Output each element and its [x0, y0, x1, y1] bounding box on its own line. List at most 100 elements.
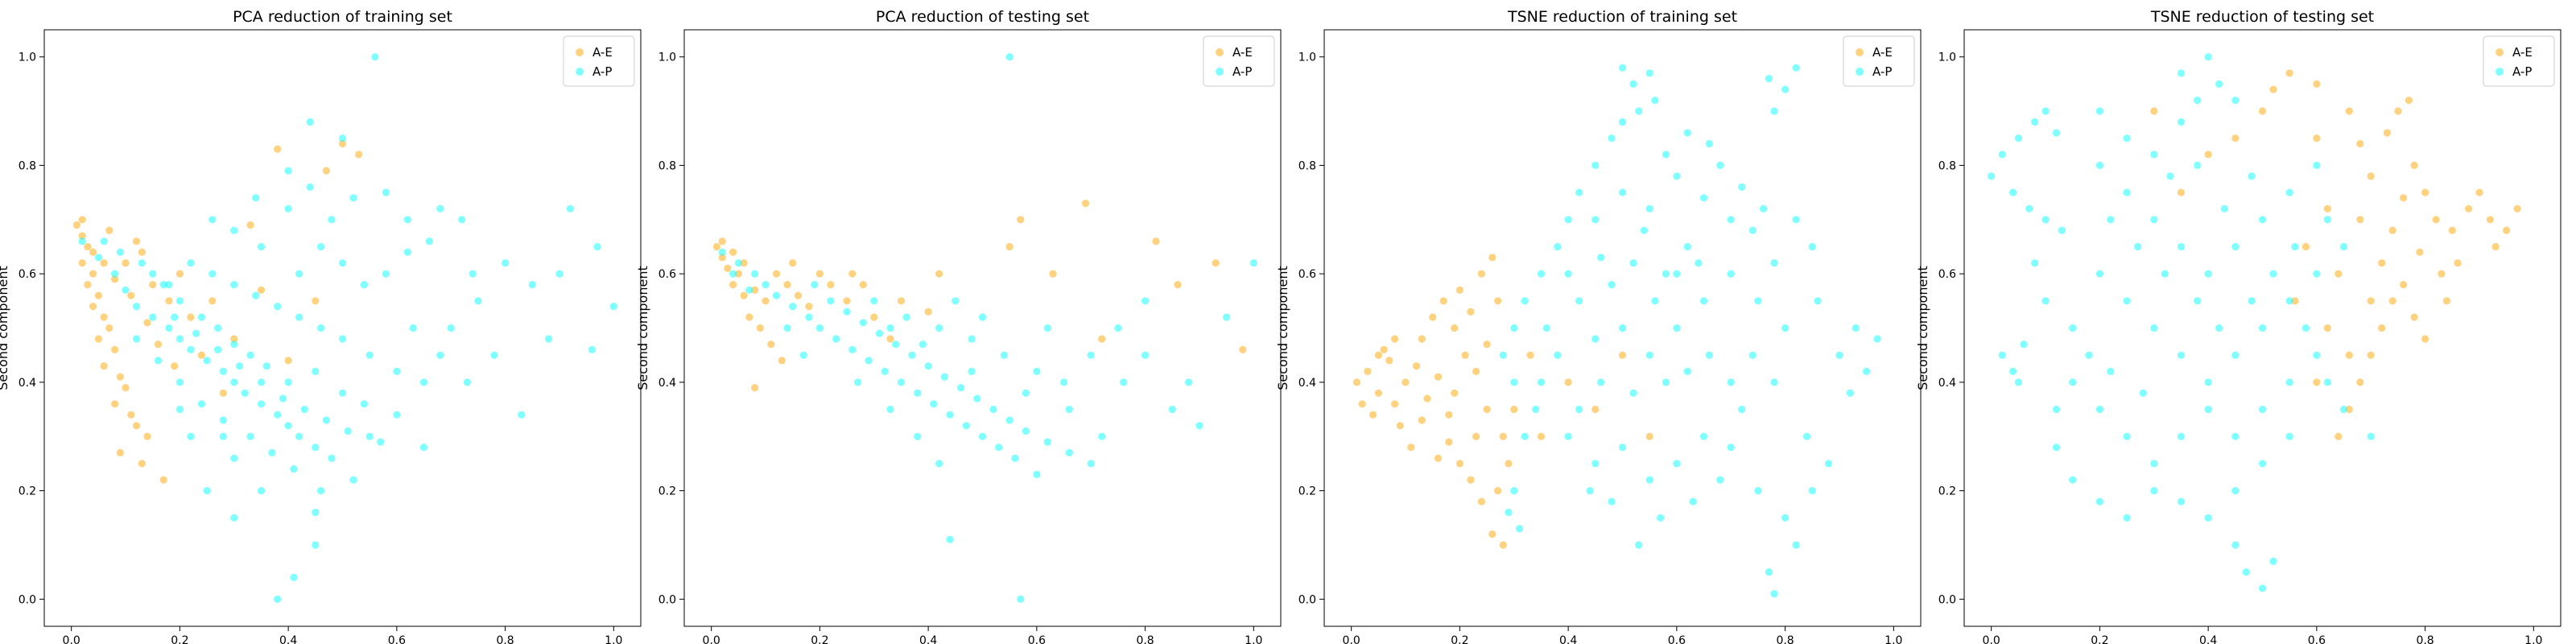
data-point [143, 319, 151, 327]
data-point [1455, 286, 1463, 294]
data-point [2313, 134, 2321, 142]
data-point [338, 139, 347, 148]
data-point [2285, 297, 2293, 305]
x-tick-label: 0.0 [703, 634, 720, 644]
data-point [274, 145, 282, 153]
data-point [1629, 389, 1637, 397]
legend: A-E A-P [563, 35, 635, 87]
data-point [729, 281, 737, 289]
y-tick-label: 0.6 [1938, 268, 1956, 281]
data-point [1591, 405, 1600, 414]
data-point [2095, 270, 2103, 278]
data-point [2421, 335, 2429, 343]
data-point [886, 335, 894, 343]
data-point [2258, 460, 2267, 468]
data-point [1483, 405, 1491, 414]
data-point [740, 291, 748, 299]
data-point [2123, 297, 2131, 305]
data-point [338, 389, 347, 397]
data-point [246, 432, 254, 440]
data-point [2139, 389, 2147, 397]
data-point [1699, 297, 1708, 305]
data-point [734, 270, 743, 278]
data-point [1754, 487, 1762, 495]
data-point [1645, 432, 1653, 440]
data-point [2194, 161, 2202, 169]
y-tick-label: 0.8 [1938, 159, 1956, 172]
data-point [230, 378, 238, 386]
points-layer [72, 53, 617, 603]
data-point [2378, 259, 2386, 267]
data-point [2345, 107, 2353, 115]
data-point [832, 335, 840, 343]
scatter-panel: TSNE reduction of testing set 0.0 0.2 0.4 0.… [1915, 8, 2562, 644]
data-point [914, 432, 922, 440]
points-layer [1352, 64, 1881, 598]
data-point [745, 286, 753, 294]
data-point [111, 345, 119, 353]
data-point [143, 432, 151, 440]
data-point [230, 341, 238, 349]
data-point [1808, 487, 1816, 495]
data-point [2464, 204, 2473, 213]
data-point [848, 345, 857, 353]
scatter-panel: TSNE reduction of training set 0.0 0.2 0.4 0… [1275, 8, 1922, 644]
data-point [2177, 432, 2186, 440]
data-point [274, 595, 282, 603]
data-point [1402, 378, 1410, 386]
data-point [1141, 297, 1150, 305]
data-point [365, 351, 374, 359]
data-point [1808, 242, 1816, 251]
data-point [1515, 525, 1524, 533]
data-point [1033, 367, 1041, 375]
data-point [1635, 107, 1643, 115]
data-point [745, 313, 753, 321]
data-point [2177, 351, 2186, 359]
data-point [1591, 161, 1600, 169]
data-point [2095, 497, 2103, 506]
data-point [116, 248, 124, 256]
data-point [1852, 324, 1860, 332]
data-point [914, 389, 922, 397]
data-point [2491, 242, 2500, 251]
data-point [100, 362, 108, 370]
data-point [935, 460, 943, 468]
data-point [2410, 313, 2418, 321]
x-tick-label: 0.0 [1983, 634, 2000, 644]
data-point [1554, 242, 1562, 251]
data-point [875, 329, 884, 337]
data-point [355, 151, 363, 159]
data-point [2388, 297, 2396, 305]
data-point [1477, 497, 1485, 506]
data-point [105, 226, 114, 234]
data-point [2356, 139, 2364, 148]
data-point [886, 405, 894, 414]
data-point [2031, 259, 2039, 267]
data-point [257, 487, 266, 495]
data-point [772, 270, 781, 278]
data-point [132, 303, 141, 311]
data-point [1461, 351, 1469, 359]
y-tick-label: 0.6 [658, 268, 676, 281]
data-point [1098, 432, 1106, 440]
data-point [946, 535, 954, 543]
data-point [490, 351, 498, 359]
data-point [2134, 242, 2142, 251]
data-point [1065, 448, 1073, 457]
y-axis-label: Second component [0, 266, 10, 390]
data-point [2258, 584, 2267, 592]
data-point [1618, 444, 1627, 452]
data-point [2339, 405, 2348, 414]
data-point [1640, 226, 1648, 234]
data-point [518, 411, 526, 419]
data-point [154, 341, 163, 349]
data-point [1673, 270, 1681, 278]
data-point [1385, 357, 1393, 365]
data-point [1505, 460, 1513, 468]
data-point [469, 270, 477, 278]
data-point [2058, 226, 2066, 234]
data-point [2269, 85, 2277, 93]
data-point [1494, 487, 1502, 495]
data-point [1043, 324, 1051, 332]
